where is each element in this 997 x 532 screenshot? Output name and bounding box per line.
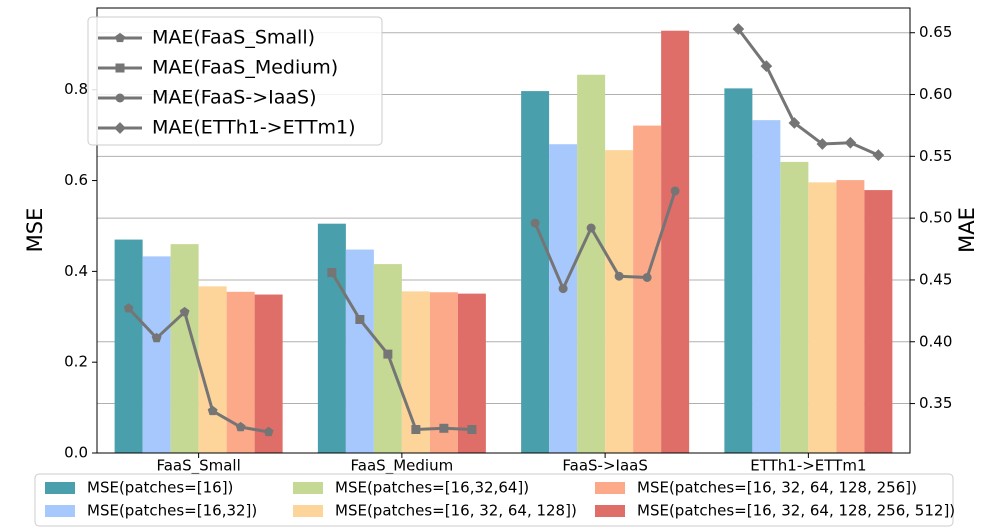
- marker: [670, 186, 680, 196]
- y-tick-label: 0.2: [64, 353, 88, 371]
- y-axis-label: MSE: [23, 208, 47, 253]
- marker: [115, 93, 125, 103]
- bar: [142, 256, 171, 453]
- marker: [235, 421, 246, 432]
- bar: [254, 294, 283, 453]
- marker: [614, 271, 624, 281]
- marker: [207, 405, 218, 416]
- legend-label: MSE(patches=[16, 32, 64, 128]): [335, 502, 577, 520]
- marker: [732, 23, 745, 35]
- legend-swatch: [595, 482, 625, 494]
- marker: [816, 138, 829, 150]
- plot-frame: [96, 7, 911, 454]
- y2-tick-label: 0.60: [919, 85, 952, 103]
- bar: [549, 144, 578, 453]
- x-tick-label: FaaS_Medium: [351, 457, 454, 476]
- y-tick-label: 0.0: [64, 444, 88, 462]
- x-tick-label: FaaS->IaaS: [562, 457, 647, 475]
- marker: [586, 223, 596, 233]
- marker: [115, 32, 125, 43]
- legend-label: MSE(patches=[16,32,64]): [335, 479, 529, 497]
- legend-swatch: [595, 505, 625, 517]
- bar: [752, 120, 781, 453]
- marker: [115, 63, 125, 73]
- legend-label: MAE(ETTh1->ETTm1): [152, 117, 356, 139]
- y2-tick-label: 0.50: [919, 209, 952, 227]
- bar: [577, 74, 606, 453]
- marker: [760, 60, 773, 72]
- bar: [605, 150, 634, 453]
- y-tick-label: 0.6: [64, 171, 88, 189]
- legend-box: [34, 473, 954, 527]
- marker: [179, 306, 190, 317]
- mae-line: [533, 190, 677, 293]
- bar: [780, 161, 809, 454]
- bar: [808, 182, 837, 453]
- bar: [633, 125, 662, 453]
- y-tick-label: 0.4: [64, 262, 88, 280]
- marker: [327, 268, 337, 278]
- legend-label: MSE(patches=[16, 32, 64, 128, 256, 512]): [637, 502, 955, 520]
- legend-label: MSE(patches=[16, 32, 64, 128, 256]): [637, 479, 917, 497]
- legend-label: MSE(patches=[16]): [87, 479, 233, 497]
- marker: [558, 284, 568, 294]
- x-tick-label: ETTh1->ETTm1: [750, 457, 866, 475]
- bar: [198, 286, 227, 453]
- y-tick-label: 0.8: [64, 80, 88, 98]
- marker: [383, 349, 393, 359]
- y2-axis-label: MAE: [955, 207, 979, 253]
- legend-swatch: [45, 482, 75, 494]
- marker: [439, 423, 449, 433]
- legend-swatch: [45, 505, 75, 517]
- marker: [788, 117, 801, 129]
- marker: [844, 136, 857, 149]
- bar: [317, 223, 346, 453]
- mae-line: [127, 307, 269, 434]
- legend-label: MAE(FaaS_Small): [152, 27, 315, 49]
- marker: [151, 332, 162, 343]
- marker: [530, 218, 540, 228]
- mae-line: [330, 271, 472, 432]
- y2-tick-label: 0.55: [919, 147, 952, 165]
- y2-tick-label: 0.45: [919, 270, 952, 288]
- legend-swatch: [293, 505, 323, 517]
- marker: [263, 426, 274, 437]
- bar: [836, 180, 865, 454]
- bar: [521, 91, 550, 454]
- y2-tick-label: 0.65: [919, 23, 952, 41]
- marker: [467, 425, 477, 435]
- marker: [123, 303, 134, 313]
- legend-label: MSE(patches=[16,32]): [87, 502, 257, 520]
- x-tick-label: FaaS_Small: [156, 457, 240, 476]
- bar: [114, 239, 143, 453]
- marker: [411, 425, 421, 435]
- y2-tick-label: 0.35: [919, 394, 952, 412]
- bar: [864, 190, 893, 453]
- bar: [724, 88, 753, 454]
- legend-label: MAE(FaaS->IaaS): [152, 87, 316, 109]
- marker: [872, 149, 885, 161]
- legend-box: [87, 16, 383, 146]
- y2-tick-label: 0.40: [919, 332, 952, 350]
- bar: [345, 249, 374, 453]
- marker: [114, 122, 126, 134]
- bar: [661, 30, 690, 454]
- legend-label: MAE(FaaS_Medium): [152, 57, 338, 79]
- legend-swatch: [293, 482, 323, 494]
- marker: [355, 315, 365, 324]
- mae-line: [737, 28, 879, 157]
- marker: [642, 272, 652, 282]
